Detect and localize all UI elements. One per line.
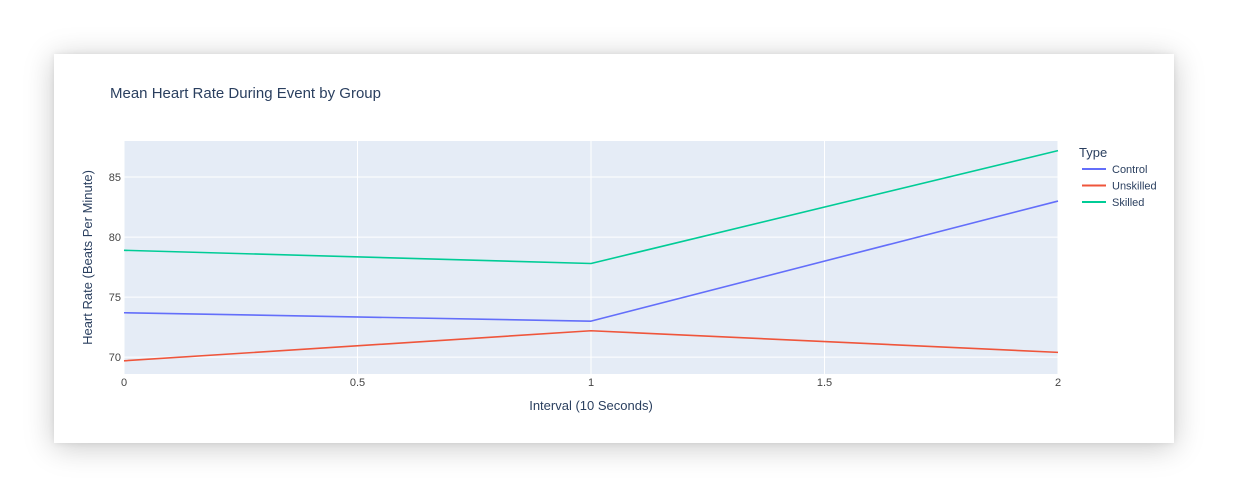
legend: Type Control Unskilled Skilled: [1079, 145, 1157, 209]
legend-label: Unskilled: [1112, 181, 1157, 193]
y-tick-labels: 70 75 80 85: [109, 172, 121, 364]
series-line-skilled: [123, 149, 1059, 265]
x-tick-labels: 0 0.5 1 1.5 2: [121, 377, 1061, 389]
x-tick-label: 0.5: [350, 377, 365, 389]
series-line-unskilled: [123, 329, 1059, 362]
x-tick-label: 1: [588, 377, 594, 389]
legend-items: Control Unskilled Skilled: [1082, 164, 1157, 209]
legend-title: Type: [1079, 145, 1107, 160]
x-tick-label: 0: [121, 377, 127, 389]
series-lines: [123, 149, 1059, 362]
legend-item-skilled[interactable]: Skilled: [1082, 197, 1144, 209]
y-tick-label: 70: [109, 352, 121, 364]
chart-title: Mean Heart Rate During Event by Group: [110, 85, 381, 102]
y-tick-label: 80: [109, 232, 121, 244]
x-axis-label: Interval (10 Seconds): [529, 398, 653, 413]
y-tick-label: 75: [109, 292, 121, 304]
x-tick-label: 2: [1055, 377, 1061, 389]
legend-item-unskilled[interactable]: Unskilled: [1082, 181, 1157, 193]
y-axis-label: Heart Rate (Beats Per Minute): [80, 170, 95, 345]
x-tick-label: 1.5: [817, 377, 832, 389]
legend-label: Skilled: [1112, 197, 1144, 209]
legend-item-control[interactable]: Control: [1082, 164, 1147, 176]
series-line-control: [123, 200, 1059, 322]
legend-label: Control: [1112, 164, 1147, 176]
y-tick-label: 85: [109, 172, 121, 184]
